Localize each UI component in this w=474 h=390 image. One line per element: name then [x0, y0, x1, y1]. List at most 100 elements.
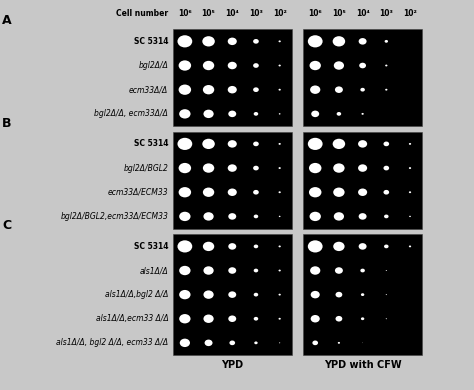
Circle shape [254, 317, 258, 321]
Text: als1Δ/Δ,bgl2 Δ/Δ: als1Δ/Δ,bgl2 Δ/Δ [105, 290, 168, 299]
Circle shape [253, 63, 259, 68]
Circle shape [310, 61, 321, 70]
Circle shape [383, 190, 389, 195]
Circle shape [228, 213, 236, 220]
Circle shape [279, 113, 281, 115]
Circle shape [228, 62, 237, 69]
Circle shape [279, 245, 281, 247]
Circle shape [385, 89, 387, 90]
Circle shape [254, 293, 258, 296]
Circle shape [333, 188, 345, 197]
Circle shape [228, 243, 236, 250]
Circle shape [362, 342, 363, 343]
Circle shape [228, 86, 237, 94]
Circle shape [333, 242, 345, 251]
Circle shape [337, 112, 341, 116]
Bar [303, 132, 422, 229]
Text: Cell number: Cell number [116, 9, 168, 18]
Circle shape [229, 340, 235, 345]
Text: 10⁶: 10⁶ [308, 9, 322, 18]
Circle shape [361, 317, 365, 320]
Circle shape [228, 164, 237, 172]
Circle shape [310, 315, 320, 323]
Circle shape [333, 36, 345, 46]
Circle shape [358, 164, 367, 172]
Circle shape [203, 85, 214, 94]
Circle shape [308, 138, 323, 150]
Circle shape [360, 88, 365, 92]
Circle shape [179, 109, 191, 119]
Circle shape [203, 242, 214, 251]
Circle shape [312, 340, 318, 345]
Text: 10⁵: 10⁵ [201, 9, 216, 18]
Text: 10⁴: 10⁴ [225, 9, 239, 18]
Circle shape [254, 245, 258, 248]
Circle shape [386, 270, 387, 271]
Circle shape [338, 342, 340, 344]
Circle shape [203, 266, 214, 275]
Circle shape [358, 188, 367, 196]
Circle shape [334, 61, 344, 70]
Circle shape [177, 240, 192, 252]
Circle shape [358, 140, 367, 148]
Text: YPD: YPD [221, 360, 243, 370]
Text: 10²: 10² [273, 9, 287, 18]
Circle shape [203, 61, 214, 70]
Circle shape [253, 166, 259, 170]
Circle shape [409, 167, 411, 169]
Text: bgl2Δ/Δ, ecm33Δ/Δ: bgl2Δ/Δ, ecm33Δ/Δ [94, 109, 168, 118]
Circle shape [279, 342, 280, 343]
Circle shape [409, 216, 411, 217]
Circle shape [409, 143, 411, 145]
Circle shape [179, 212, 191, 221]
Circle shape [279, 41, 281, 42]
Circle shape [228, 37, 237, 45]
Text: ecm33Δ/ECM33: ecm33Δ/ECM33 [108, 188, 168, 197]
Bar [173, 29, 292, 126]
Text: A: A [2, 14, 12, 27]
Text: als1Δ/Δ: als1Δ/Δ [139, 266, 168, 275]
Circle shape [310, 85, 320, 94]
Circle shape [179, 85, 191, 95]
Circle shape [202, 139, 215, 149]
Circle shape [254, 269, 258, 272]
Circle shape [279, 318, 281, 320]
Circle shape [386, 294, 387, 295]
Circle shape [308, 35, 323, 48]
Circle shape [254, 215, 258, 218]
Circle shape [177, 35, 192, 48]
Circle shape [359, 243, 366, 250]
Text: bgl2Δ/BGL2: bgl2Δ/BGL2 [123, 163, 168, 172]
Circle shape [383, 166, 389, 170]
Circle shape [279, 269, 281, 271]
Circle shape [336, 292, 342, 298]
Circle shape [279, 191, 281, 193]
Circle shape [228, 188, 237, 196]
Text: C: C [2, 220, 11, 232]
Text: SC 5314: SC 5314 [134, 139, 168, 148]
Circle shape [179, 187, 191, 197]
Circle shape [179, 314, 191, 323]
Circle shape [253, 190, 259, 195]
Text: B: B [2, 117, 12, 130]
Circle shape [179, 266, 191, 275]
Bar [173, 234, 292, 355]
Circle shape [203, 110, 214, 118]
Circle shape [179, 290, 191, 299]
Circle shape [203, 188, 214, 197]
Circle shape [310, 266, 320, 275]
Circle shape [386, 318, 387, 319]
Circle shape [334, 212, 344, 221]
Circle shape [203, 163, 214, 173]
Circle shape [253, 87, 259, 92]
Circle shape [177, 138, 192, 150]
Circle shape [359, 63, 366, 68]
Circle shape [309, 187, 321, 197]
Circle shape [279, 167, 281, 169]
Circle shape [361, 293, 365, 296]
Circle shape [279, 89, 281, 90]
Circle shape [279, 216, 281, 217]
Circle shape [383, 142, 389, 146]
Text: 10³: 10³ [249, 9, 263, 18]
Circle shape [180, 339, 190, 347]
